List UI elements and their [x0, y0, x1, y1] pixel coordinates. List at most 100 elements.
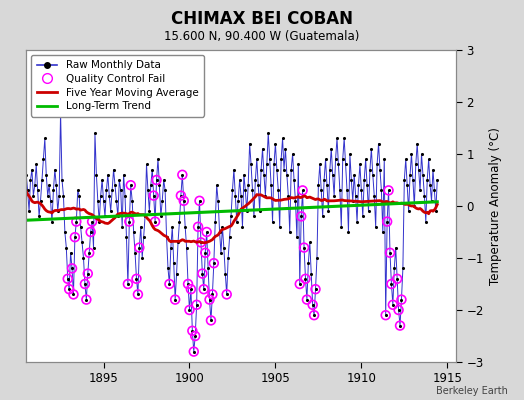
Point [61, 229, 69, 235]
Point [277, 156, 286, 162]
Point [260, 172, 268, 178]
Point [202, 229, 211, 235]
Point [207, 317, 215, 324]
Point [405, 208, 413, 214]
Point [357, 187, 366, 194]
Point [187, 286, 195, 292]
Point [293, 234, 301, 240]
Point [92, 172, 101, 178]
Point [32, 161, 40, 168]
Point [272, 166, 281, 173]
Point [238, 224, 247, 230]
Point [138, 255, 146, 261]
Point [167, 244, 175, 251]
Point [69, 291, 78, 298]
Point [360, 177, 368, 183]
Point [297, 213, 305, 220]
Point [42, 172, 50, 178]
Point [397, 296, 406, 303]
Point [291, 198, 300, 204]
Point [41, 135, 49, 142]
Point [213, 182, 221, 188]
Point [124, 281, 132, 287]
Point [195, 198, 204, 204]
Point [220, 244, 228, 251]
Point [423, 177, 431, 183]
Point [230, 166, 238, 173]
Point [221, 270, 230, 277]
Point [340, 135, 348, 142]
Point [342, 161, 350, 168]
Point [253, 156, 261, 162]
Point [86, 229, 95, 235]
Point [235, 177, 244, 183]
Point [71, 234, 79, 240]
Point [52, 182, 60, 188]
Point [205, 296, 214, 303]
Point [39, 156, 48, 162]
Point [95, 218, 103, 225]
Point [373, 161, 381, 168]
Point [69, 291, 78, 298]
Point [208, 291, 216, 298]
Point [305, 239, 314, 246]
Point [201, 250, 210, 256]
Point [368, 172, 377, 178]
Point [354, 182, 363, 188]
Point [287, 166, 296, 173]
Point [137, 224, 145, 230]
Point [145, 208, 154, 214]
Point [89, 244, 97, 251]
Point [101, 213, 109, 220]
Point [299, 187, 307, 194]
Point [325, 166, 334, 173]
Point [208, 291, 216, 298]
Point [192, 302, 201, 308]
Point [387, 281, 396, 287]
Point [227, 213, 235, 220]
Point [81, 281, 89, 287]
Point [237, 192, 245, 199]
Point [63, 276, 72, 282]
Point [314, 182, 323, 188]
Point [331, 156, 340, 162]
Point [68, 265, 76, 272]
Point [243, 208, 251, 214]
Point [116, 187, 125, 194]
Point [393, 276, 401, 282]
Point [106, 208, 115, 214]
Point [301, 276, 310, 282]
Point [313, 255, 321, 261]
Point [225, 234, 234, 240]
Point [149, 192, 158, 199]
Point [300, 244, 308, 251]
Point [88, 218, 96, 225]
Point [352, 192, 360, 199]
Point [403, 182, 411, 188]
Point [51, 166, 59, 173]
Point [374, 140, 383, 147]
Point [55, 192, 63, 199]
Point [125, 218, 134, 225]
Point [88, 218, 96, 225]
Point [228, 187, 237, 194]
Point [383, 218, 391, 225]
Point [141, 213, 149, 220]
Point [143, 161, 151, 168]
Point [104, 172, 112, 178]
Point [121, 192, 129, 199]
Point [239, 172, 248, 178]
Point [234, 198, 243, 204]
Point [428, 198, 436, 204]
Point [386, 250, 394, 256]
Point [78, 239, 86, 246]
Point [247, 161, 255, 168]
Point [410, 203, 419, 209]
Point [28, 166, 36, 173]
Point [26, 177, 35, 183]
Point [149, 192, 158, 199]
Point [96, 192, 105, 199]
Point [310, 312, 318, 318]
Point [321, 156, 330, 162]
Point [102, 187, 111, 194]
